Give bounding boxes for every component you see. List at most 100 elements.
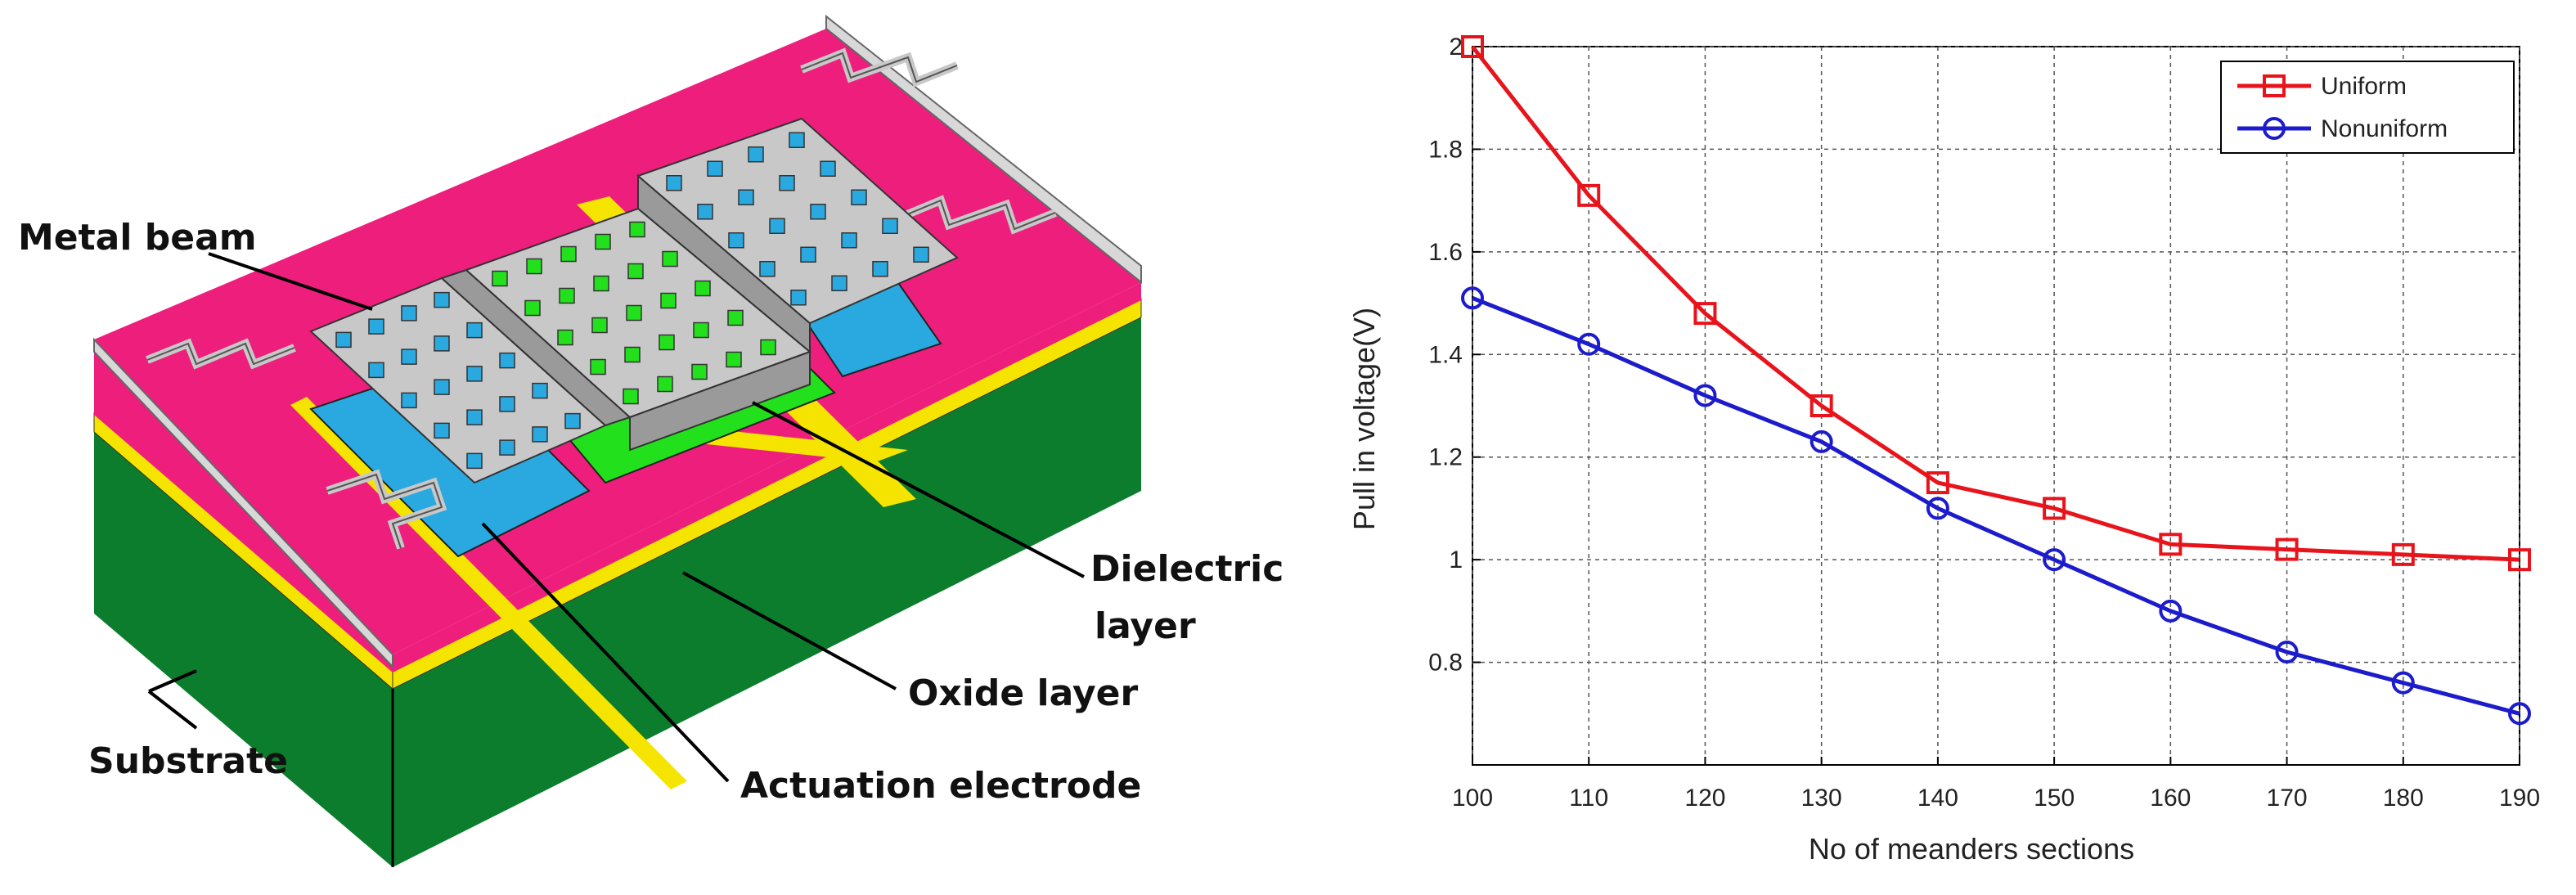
beam-hole [368, 362, 384, 379]
beam-hole [559, 287, 575, 304]
beam-hole [800, 246, 816, 263]
x-ticks: 100 110 120 130 140 150 160 170 180 190 [1452, 757, 2540, 812]
beam-hole [810, 204, 826, 220]
callout-lines [147, 252, 1085, 783]
data-point [1926, 471, 1949, 495]
x-tick-label: 120 [1684, 785, 1725, 812]
x-tick-label: 190 [2499, 785, 2540, 812]
label-actuation-electrode: Actuation electrode [740, 765, 1141, 807]
series-0 [1461, 35, 2531, 572]
label-dielectric-line1: Dielectric [1090, 548, 1284, 590]
beam-hole [623, 388, 639, 405]
legend: Uniform Nonuniform [2220, 61, 2515, 154]
data-point [1577, 183, 1601, 207]
beam-hole [831, 275, 847, 291]
beam-hole [466, 452, 483, 470]
beam-hole [726, 351, 742, 368]
x-tick-label: 170 [2267, 785, 2308, 812]
beam-hole [769, 218, 785, 234]
y-tick-label: 2 [1449, 34, 1463, 61]
beam-hole [434, 335, 450, 352]
beam-hole [401, 305, 417, 322]
beam-hole [560, 245, 577, 263]
beam-hole [401, 392, 417, 409]
data-point [1926, 497, 1949, 520]
beam-hole [662, 250, 678, 268]
label-substrate: Substrate [88, 740, 288, 782]
beam-hole [695, 280, 711, 297]
legend-marker [2263, 117, 2286, 140]
label-dielectric-line2: layer [1095, 605, 1196, 647]
beam-hole [759, 261, 775, 277]
x-tick-label: 180 [2383, 785, 2424, 812]
x-tick-label: 130 [1801, 785, 1842, 812]
beam-hole [434, 291, 450, 308]
beam-hole [524, 299, 541, 317]
beam-hole [693, 322, 709, 339]
beam-hole [466, 322, 483, 339]
series-line [1471, 45, 2520, 562]
legend-item: Uniform [2237, 73, 2407, 100]
beam-hole [790, 290, 807, 306]
data-point [1693, 384, 1717, 407]
beam-hole [627, 263, 644, 280]
beam-hole [820, 160, 836, 177]
data-point [2391, 542, 2415, 566]
x-axis-label: No of meanders sections [1809, 832, 2134, 866]
plot-frame [1472, 46, 2520, 766]
substrate-front-face [94, 430, 393, 867]
beam-hole [590, 358, 606, 376]
back-wall [825, 14, 1142, 285]
data-point [2043, 548, 2066, 572]
y-axis-label: Pull in voltage(V) [1347, 308, 1381, 530]
legend-item: Nonuniform [2237, 115, 2448, 142]
beam-hole [913, 246, 929, 263]
x-tick-label: 140 [1917, 785, 1958, 812]
pull-in-voltage-chart: 100 110 120 130 140 150 160 170 180 190 0.8 1 1.2 1.… [1347, 34, 2540, 866]
beam-hole [593, 275, 609, 292]
y-ticks: 0.8 1 1.2 1.4 1.6 1.8 2 [1428, 34, 1481, 677]
beam-hole [499, 439, 515, 456]
beam-hole [728, 232, 744, 249]
beam-hole [707, 160, 723, 177]
beam-hole [434, 379, 450, 395]
substrate-block [93, 298, 1142, 867]
data-point [1809, 394, 1833, 417]
legend-label: Uniform [2321, 73, 2407, 100]
plot-area [1472, 46, 2520, 766]
beam-hole [335, 331, 352, 349]
beam-hole [666, 175, 682, 191]
data-point [2275, 641, 2299, 664]
beam-hole [779, 175, 795, 191]
beam-hole [760, 339, 776, 356]
beam-hole [657, 376, 673, 393]
beam-hole [748, 146, 764, 163]
beam-hole [434, 422, 450, 439]
y-tick-label: 1.2 [1428, 444, 1463, 471]
beam-hole [841, 232, 857, 249]
left-wall [93, 337, 393, 669]
label-oxide-layer: Oxide layer [908, 672, 1138, 714]
beam-hole [526, 258, 542, 275]
beam-hole [564, 412, 581, 430]
substrate-right-face [393, 315, 1141, 867]
beam-hole [851, 189, 867, 205]
data-point [2508, 548, 2531, 572]
data-point [1461, 286, 1484, 310]
data-point [2043, 497, 2066, 520]
y-tick-label: 1.8 [1428, 136, 1463, 163]
data-point [1577, 332, 1601, 356]
beam-hole [401, 349, 417, 365]
series-1 [1461, 286, 2531, 726]
metal-beam [309, 117, 959, 484]
beam-hole [872, 261, 888, 277]
y-tick-label: 1.6 [1428, 239, 1463, 266]
beam-hole [591, 317, 608, 334]
series-group [1461, 35, 2531, 726]
legend-label: Nonuniform [2321, 115, 2448, 142]
beam-hole [492, 270, 508, 287]
beam-hole [738, 189, 754, 205]
y-tick-label: 1.4 [1428, 341, 1463, 368]
legend-marker [2263, 74, 2286, 97]
beam-hole [626, 304, 642, 322]
